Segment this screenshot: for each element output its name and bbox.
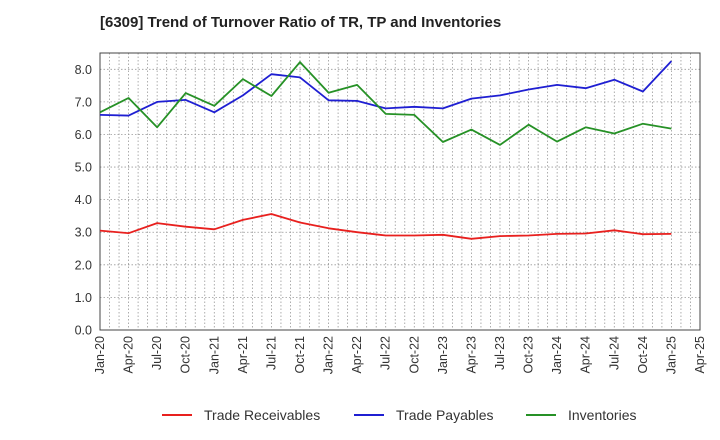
legend-label: Inventories: [568, 407, 637, 423]
x-tick-label: Jan-24: [550, 336, 564, 374]
x-tick-label: Oct-23: [522, 336, 536, 374]
x-tick-label: Jan-22: [322, 336, 336, 374]
y-tick-label: 2.0: [75, 258, 92, 272]
x-tick-label: Jan-20: [93, 336, 107, 374]
x-tick-label: Jul-23: [493, 336, 507, 370]
y-tick-label: 3.0: [75, 226, 92, 240]
legend-swatch: [162, 414, 192, 416]
series-lines: [99, 60, 673, 240]
x-tick-label: Jul-22: [379, 336, 393, 370]
y-tick-label: 6.0: [75, 128, 92, 142]
y-tick-label: 8.0: [75, 63, 92, 77]
x-tick-label: Apr-21: [236, 336, 250, 374]
legend-item-trade-payables: Trade Payables: [354, 404, 494, 426]
x-tick-label: Oct-21: [293, 336, 307, 374]
legend-swatch: [526, 414, 556, 416]
x-tick-label: Jul-21: [264, 336, 278, 370]
line-chart: 0.0 1.0 2.0 3.0 4.0 5.0 6.0 7.0 8.0 Jan-20 Apr-20…: [75, 52, 707, 374]
legend-item-trade-receivables: Trade Receivables: [162, 404, 320, 426]
x-tick-label: Apr-23: [464, 336, 478, 374]
legend-label: Trade Payables: [396, 407, 494, 423]
y-tick-label: 7.0: [75, 95, 92, 109]
y-tick-label: 5.0: [75, 161, 92, 175]
x-tick-label: Jan-23: [436, 336, 450, 374]
legend-label: Trade Receivables: [204, 407, 321, 423]
plot-area-frame: [99, 52, 701, 331]
x-tick-label: Jul-24: [607, 336, 621, 370]
x-tick-label: Apr-22: [350, 336, 364, 374]
y-tick-label: 0.0: [75, 324, 92, 338]
legend-item-inventories: Inventories: [526, 404, 636, 426]
legend-swatch: [354, 414, 384, 416]
x-tick-label: Apr-20: [122, 336, 136, 374]
x-tick-label: Oct-24: [636, 336, 650, 374]
legend: Trade Receivables Trade Payables Inventori…: [0, 404, 720, 426]
y-tick-label: 1.0: [75, 291, 92, 305]
x-tick-label: Jan-25: [664, 336, 678, 374]
x-tick-label: Apr-24: [579, 336, 593, 374]
x-tick-label: Jul-20: [150, 336, 164, 370]
x-tick-label: Oct-22: [407, 336, 421, 374]
series-line-trade-payables: [99, 60, 673, 117]
chart-title: [6309] Trend of Turnover Ratio of TR, TP…: [100, 14, 502, 31]
y-axis-tick-labels: 0.0 1.0 2.0 3.0 4.0 5.0 6.0 7.0 8.0: [75, 63, 92, 338]
x-axis-tick-labels: Jan-20 Apr-20 Jul-20 Oct-20 Jan-21 Apr-21 Jul-…: [93, 336, 707, 374]
x-tick-label: Apr-25: [693, 336, 707, 374]
y-tick-label: 4.0: [75, 193, 92, 207]
series-line-trade-receivables: [99, 213, 672, 240]
x-tick-label: Oct-20: [179, 336, 193, 374]
series-line-inventories: [99, 61, 672, 146]
x-tick-label: Jan-21: [207, 336, 221, 374]
